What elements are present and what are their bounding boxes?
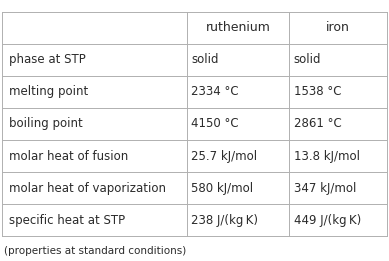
Bar — [289, 44, 387, 76]
Text: solid: solid — [294, 53, 321, 66]
Text: solid: solid — [191, 53, 219, 66]
Text: 1538 °C: 1538 °C — [294, 85, 341, 98]
Text: phase at STP: phase at STP — [9, 53, 86, 66]
Text: (properties at standard conditions): (properties at standard conditions) — [4, 246, 186, 256]
Text: 580 kJ/mol: 580 kJ/mol — [191, 182, 254, 195]
Text: 2334 °C: 2334 °C — [191, 85, 239, 98]
Text: ruthenium: ruthenium — [205, 21, 270, 34]
Bar — [2, 140, 187, 172]
Bar — [289, 108, 387, 140]
Text: iron: iron — [326, 21, 350, 34]
Text: 2861 °C: 2861 °C — [294, 117, 341, 130]
Bar — [187, 12, 289, 44]
Text: melting point: melting point — [9, 85, 88, 98]
Bar — [2, 204, 187, 236]
Bar — [187, 204, 289, 236]
Bar — [289, 12, 387, 44]
Bar — [2, 76, 187, 108]
Text: molar heat of vaporization: molar heat of vaporization — [9, 182, 166, 195]
Bar — [289, 140, 387, 172]
Bar — [2, 12, 187, 44]
Bar — [187, 172, 289, 204]
Text: specific heat at STP: specific heat at STP — [9, 214, 125, 227]
Text: 238 J/(kg K): 238 J/(kg K) — [191, 214, 258, 227]
Bar — [289, 172, 387, 204]
Bar — [289, 76, 387, 108]
Bar — [2, 172, 187, 204]
Bar — [187, 44, 289, 76]
Text: 4150 °C: 4150 °C — [191, 117, 239, 130]
Bar — [2, 44, 187, 76]
Text: 449 J/(kg K): 449 J/(kg K) — [294, 214, 361, 227]
Bar — [187, 140, 289, 172]
Text: boiling point: boiling point — [9, 117, 83, 130]
Bar — [289, 204, 387, 236]
Text: 347 kJ/mol: 347 kJ/mol — [294, 182, 356, 195]
Bar — [187, 108, 289, 140]
Bar — [2, 108, 187, 140]
Text: 25.7 kJ/mol: 25.7 kJ/mol — [191, 150, 258, 163]
Bar — [187, 76, 289, 108]
Text: molar heat of fusion: molar heat of fusion — [9, 150, 128, 163]
Text: 13.8 kJ/mol: 13.8 kJ/mol — [294, 150, 359, 163]
